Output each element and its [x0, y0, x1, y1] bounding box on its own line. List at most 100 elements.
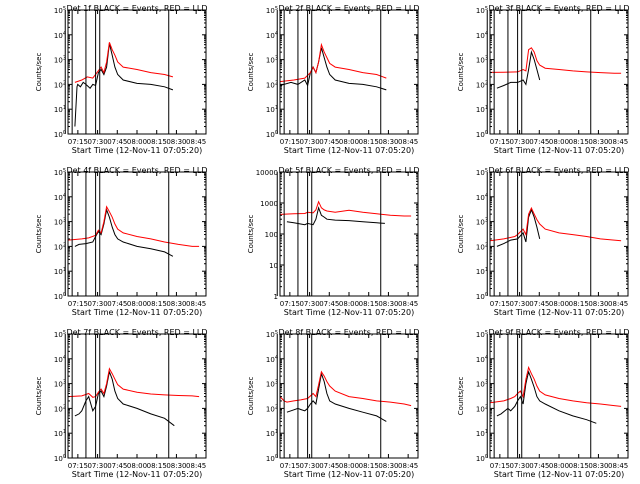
- series-lld-line: [490, 206, 622, 242]
- y-tick-label: 105: [54, 330, 66, 339]
- x-tick-label: 07:45: [529, 462, 549, 470]
- x-tick-label: 08:30: [166, 462, 186, 470]
- y-tick-label: 100: [54, 292, 66, 301]
- x-tick-label: 08:15: [147, 462, 167, 470]
- y-tick-label: 103: [266, 56, 278, 65]
- series-events-line: [74, 369, 175, 427]
- y-tick-label: 101: [266, 105, 278, 114]
- y-tick-label: 104: [476, 355, 488, 364]
- x-tick-label: 07:15: [68, 300, 88, 308]
- x-tick-label: 08:30: [166, 300, 186, 308]
- series-lld-line: [490, 365, 622, 407]
- x-tick-label: 08:00: [339, 138, 359, 146]
- series-lld-line: [68, 367, 200, 398]
- y-axis-label: Counts/sec: [457, 53, 465, 92]
- series-events-line: [286, 371, 387, 422]
- x-tick-label: 08:15: [147, 300, 167, 308]
- y-axis-label: Counts/sec: [247, 215, 255, 254]
- x-tick-label: 08:45: [398, 462, 418, 470]
- panel-title: Det 2f BLACK = Events, RED = LLD: [278, 4, 419, 13]
- x-axis-label: Start Time (12-Nov-11 07:05:20): [72, 470, 202, 479]
- x-tick-label: 07:15: [68, 138, 88, 146]
- x-tick-label: 08:30: [166, 138, 186, 146]
- y-tick-label: 100: [266, 130, 278, 139]
- x-tick-label: 07:45: [529, 300, 549, 308]
- plot-frame: [279, 333, 419, 459]
- x-axis-label: Start Time (12-Nov-11 07:05:20): [494, 146, 624, 155]
- x-tick-label: 08:15: [359, 300, 379, 308]
- x-tick-label: 08:45: [186, 138, 206, 146]
- x-tick-label: 07:30: [299, 462, 319, 470]
- y-tick-label: 1: [274, 293, 278, 301]
- x-tick-label: 07:15: [490, 462, 510, 470]
- panel-2: 07:15 07:30 07:45 08:00 08:15 08:30 08:45 100 10…: [247, 4, 420, 155]
- panel-title: Det 8f BLACK = Events, RED = LLD: [278, 328, 419, 337]
- x-axis-label: Start Time (12-Nov-11 07:05:20): [284, 308, 414, 317]
- y-tick-label: 103: [54, 380, 66, 389]
- x-tick-label: 08:15: [147, 138, 167, 146]
- x-axis-label: Start Time (12-Nov-11 07:05:20): [284, 146, 414, 155]
- y-tick-label: 1000: [260, 200, 278, 208]
- y-tick-label: 103: [476, 380, 488, 389]
- plot-frame: [489, 171, 629, 297]
- panel-5: 07:15 07:30 07:45 08:00 08:15 08:30 08:45 1 10 10…: [247, 166, 420, 317]
- y-tick-label: 103: [54, 218, 66, 227]
- series-lld-line: [74, 42, 174, 83]
- x-axis-label: Start Time (12-Nov-11 07:05:20): [72, 308, 202, 317]
- x-tick-label: 07:15: [280, 462, 300, 470]
- panel-3: 07:15 07:30 07:45 08:00 08:15 08:30 08:45 100 10…: [457, 4, 630, 155]
- x-tick-label: 07:30: [87, 462, 107, 470]
- y-tick-label: 10: [269, 262, 278, 270]
- panel-title: Det 6f BLACK = Events, RED = LLD: [488, 166, 629, 175]
- series-lld-line: [280, 42, 387, 83]
- y-tick-label: 100: [476, 130, 488, 139]
- y-axis-label: Counts/sec: [457, 377, 465, 416]
- y-tick-label: 101: [266, 429, 278, 438]
- y-tick-label: 100: [54, 130, 66, 139]
- y-tick-label: 105: [54, 6, 66, 15]
- series-lld-line: [280, 370, 412, 407]
- series-events-line: [496, 370, 597, 424]
- y-tick-label: 105: [476, 168, 488, 177]
- y-tick-label: 105: [266, 6, 278, 15]
- plot-frame: [279, 9, 419, 135]
- x-tick-label: 08:00: [549, 462, 569, 470]
- panel-title: Det 5f BLACK = Events, RED = LLD: [278, 166, 419, 175]
- y-tick-label: 102: [266, 404, 278, 413]
- y-tick-label: 103: [476, 56, 488, 65]
- y-tick-label: 104: [266, 355, 278, 364]
- x-tick-label: 07:45: [107, 138, 127, 146]
- x-tick-label: 08:45: [398, 300, 418, 308]
- y-tick-label: 101: [476, 105, 488, 114]
- x-tick-label: 08:45: [186, 300, 206, 308]
- x-tick-label: 07:15: [490, 300, 510, 308]
- x-tick-label: 08:00: [127, 300, 147, 308]
- y-tick-label: 100: [265, 231, 278, 239]
- panel-title: Det 1f BLACK = Events, RED = LLD: [66, 4, 207, 13]
- panel-title: Det 4f BLACK = Events, RED = LLD: [66, 166, 207, 175]
- x-tick-label: 08:15: [359, 138, 379, 146]
- y-axis-label: Counts/sec: [247, 377, 255, 416]
- y-axis-label: Counts/sec: [35, 215, 43, 254]
- x-tick-label: 07:30: [509, 300, 529, 308]
- y-axis-label: Counts/sec: [35, 53, 43, 92]
- x-tick-label: 07:30: [87, 138, 107, 146]
- x-tick-label: 07:45: [107, 300, 127, 308]
- y-tick-label: 104: [266, 31, 278, 40]
- x-tick-label: 08:30: [378, 138, 398, 146]
- series-events-line: [74, 43, 174, 127]
- y-tick-label: 102: [54, 80, 66, 89]
- y-tick-label: 102: [266, 80, 278, 89]
- x-tick-label: 07:15: [280, 138, 300, 146]
- x-tick-label: 08:00: [549, 138, 569, 146]
- y-tick-label: 104: [54, 193, 66, 202]
- y-tick-label: 103: [266, 380, 278, 389]
- series-events-line: [286, 206, 385, 226]
- panel-8: 07:15 07:30 07:45 08:00 08:15 08:30 08:45 100 10…: [247, 328, 420, 479]
- x-axis-label: Start Time (12-Nov-11 07:05:20): [494, 470, 624, 479]
- x-tick-label: 08:15: [569, 138, 589, 146]
- plot-frame: [67, 9, 207, 135]
- x-tick-label: 07:45: [529, 138, 549, 146]
- y-tick-label: 104: [476, 193, 488, 202]
